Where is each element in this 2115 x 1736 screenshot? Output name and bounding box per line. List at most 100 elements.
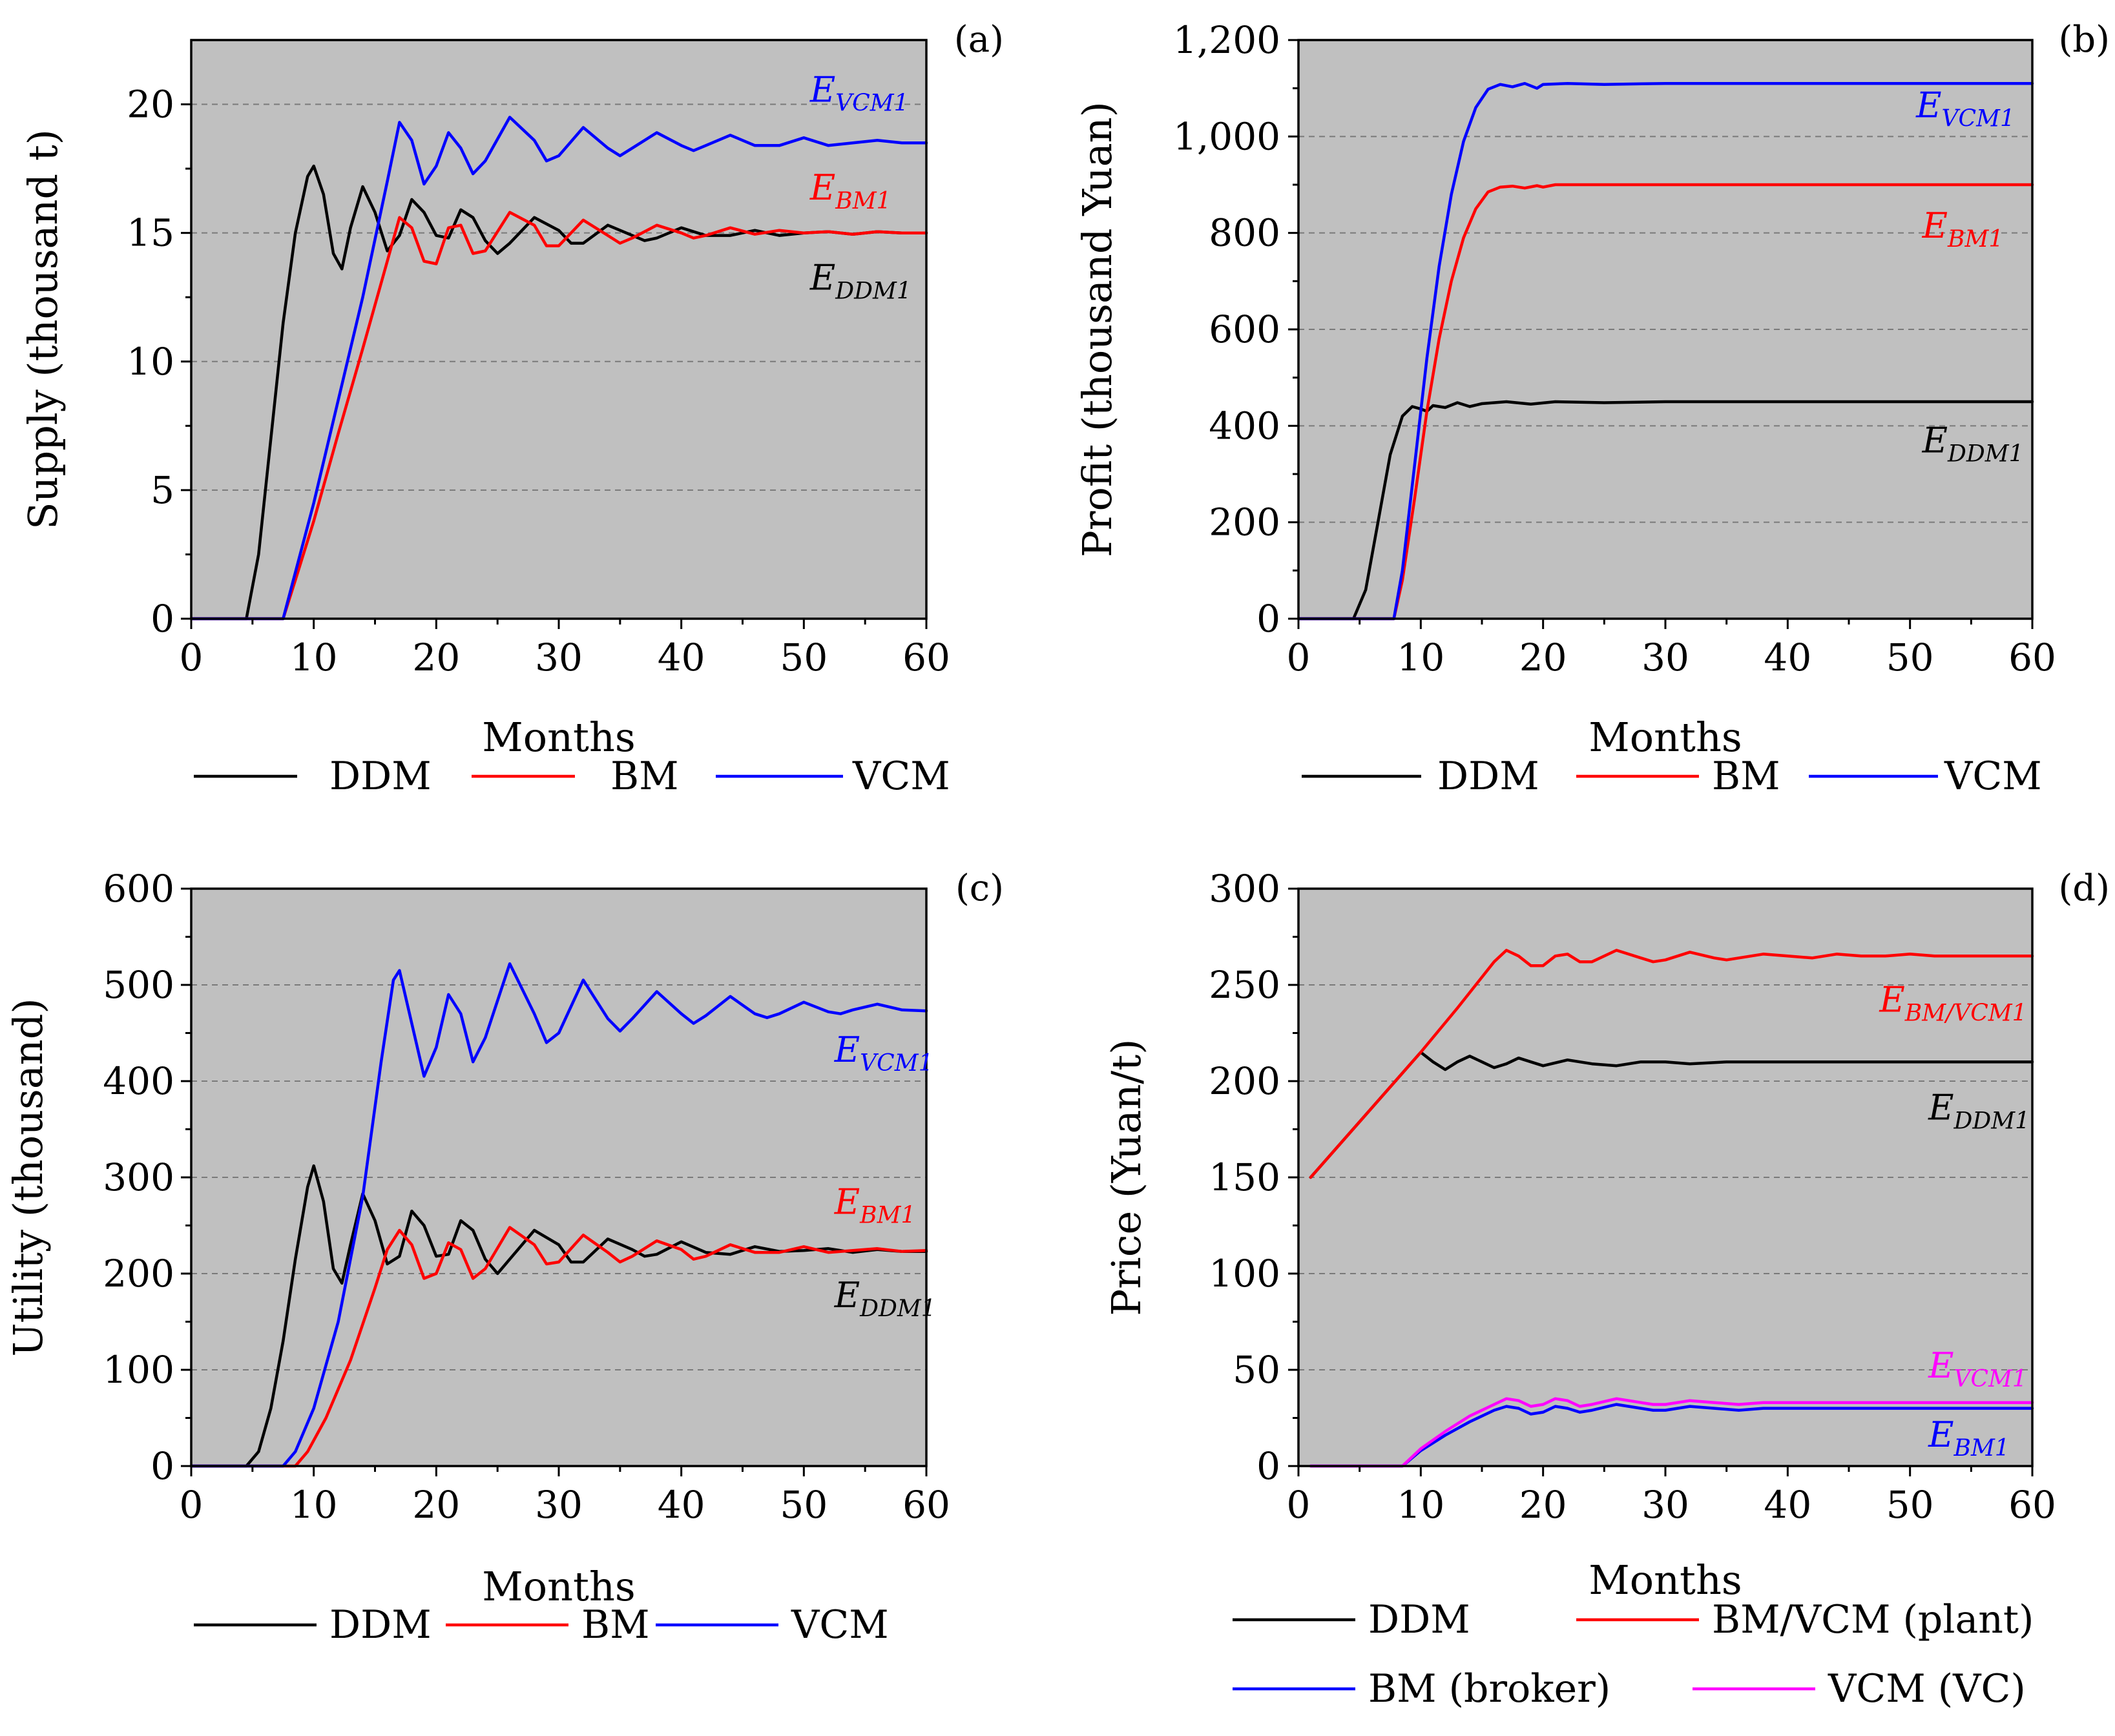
x-tick-label: 60 bbox=[2008, 636, 2056, 679]
y-tick-label: 100 bbox=[103, 1348, 174, 1392]
annotation-subscript: VCM1 bbox=[1954, 1366, 2026, 1392]
annotation-subscript: DDM1 bbox=[859, 1296, 936, 1322]
annotation-subscript: VCM1 bbox=[860, 1050, 933, 1077]
x-tick-label: 60 bbox=[902, 1483, 950, 1527]
annotation-subscript: BM1 bbox=[1947, 226, 2003, 253]
x-axis-label: Months bbox=[482, 1563, 635, 1610]
x-tick-label: 30 bbox=[1641, 1483, 1689, 1527]
y-tick-label: 800 bbox=[1209, 211, 1280, 255]
x-tick-label: 30 bbox=[535, 636, 583, 679]
x-tick-label: 20 bbox=[412, 1483, 460, 1527]
y-tick-label: 400 bbox=[1209, 404, 1280, 448]
y-tick-label: 200 bbox=[1209, 1059, 1280, 1103]
x-tick-label: 40 bbox=[658, 1483, 705, 1527]
x-tick-label: 50 bbox=[780, 636, 828, 679]
y-axis-label: Utility (thousand) bbox=[5, 998, 52, 1356]
y-tick-label: 15 bbox=[127, 211, 174, 255]
panel-label: (a) bbox=[954, 19, 1004, 61]
y-tick-label: 500 bbox=[103, 963, 174, 1007]
series-line-bm bbox=[189, 211, 928, 621]
series-line-bm-broker- bbox=[1309, 1403, 2034, 1468]
x-axis-label: Months bbox=[1589, 714, 1742, 761]
chart-panel-0: 0 10 20 30 40 50 60 0 5 10 15 20 (a) Months Supply (th… bbox=[19, 19, 1004, 799]
legend-label: DDM bbox=[329, 754, 432, 799]
panel-label: (c) bbox=[955, 867, 1004, 909]
x-axis-label: Months bbox=[1589, 1556, 1742, 1604]
legend-label: BM/VCM (plant) bbox=[1712, 1597, 2034, 1642]
annotation-subscript: DDM1 bbox=[1947, 440, 2024, 467]
x-tick-label: 10 bbox=[1397, 1483, 1444, 1527]
annotation-base: E bbox=[809, 257, 835, 298]
legend-label: VCM bbox=[852, 754, 950, 799]
equilibrium-annotation: EBM1 bbox=[834, 1182, 916, 1229]
x-tick-label: 0 bbox=[180, 1483, 203, 1527]
equilibrium-annotation: EVCM1 bbox=[809, 70, 909, 117]
x-tick-label: 40 bbox=[658, 636, 705, 679]
annotation-base: E bbox=[1922, 205, 1948, 246]
legend-label: BM (broker) bbox=[1368, 1666, 1610, 1711]
annotation-base: E bbox=[809, 167, 835, 208]
series-line-vcm bbox=[189, 962, 928, 1468]
annotation-base: E bbox=[1928, 1088, 1954, 1128]
x-tick-label: 60 bbox=[902, 636, 950, 679]
y-tick-label: 400 bbox=[103, 1059, 174, 1103]
x-axis-label: Months bbox=[482, 714, 635, 761]
annotation-base: E bbox=[1879, 980, 1904, 1020]
annotation-subscript: BM1 bbox=[1953, 1435, 2009, 1462]
annotation-base: E bbox=[1922, 420, 1948, 460]
y-tick-label: 600 bbox=[1209, 307, 1280, 351]
y-tick-label: 20 bbox=[127, 83, 174, 127]
series-line-ddm bbox=[1297, 400, 2034, 621]
legend-label: BM bbox=[1712, 754, 1780, 799]
y-axis-label: Price (Yuan/t) bbox=[1103, 1039, 1150, 1316]
x-tick-label: 20 bbox=[1519, 636, 1567, 679]
equilibrium-annotation: EVCM1 bbox=[834, 1029, 933, 1077]
equilibrium-annotation: EDDM1 bbox=[1922, 420, 2024, 467]
annotation-subscript: VCM1 bbox=[1942, 105, 2015, 132]
annotation-subscript: BM1 bbox=[835, 188, 891, 214]
y-axis-label: Supply (thousand t) bbox=[19, 129, 67, 530]
y-axis-label: Profit (thousand Yuan) bbox=[1074, 101, 1121, 557]
series-line-ddm bbox=[189, 164, 928, 621]
legend-label: BM bbox=[610, 754, 679, 799]
equilibrium-annotation: EVCM1 bbox=[1915, 85, 2015, 132]
series-line-bm-vcm-plant- bbox=[1309, 949, 2034, 1179]
series-line-bm bbox=[1297, 183, 2034, 621]
y-tick-label: 0 bbox=[1256, 1444, 1280, 1488]
x-tick-label: 10 bbox=[290, 1483, 338, 1527]
series-line-vcm-vc- bbox=[1309, 1397, 2034, 1468]
x-tick-label: 0 bbox=[1287, 636, 1311, 679]
equilibrium-annotation: EVCM1 bbox=[1928, 1345, 2027, 1392]
x-tick-label: 10 bbox=[1397, 636, 1444, 679]
x-tick-label: 10 bbox=[290, 636, 338, 679]
annotation-base: E bbox=[834, 1029, 860, 1070]
equilibrium-annotation: EBM1 bbox=[809, 167, 891, 214]
y-tick-label: 0 bbox=[1256, 597, 1280, 641]
y-tick-label: 150 bbox=[1209, 1155, 1280, 1199]
x-tick-label: 50 bbox=[1886, 1483, 1934, 1527]
x-tick-label: 0 bbox=[1287, 1483, 1311, 1527]
annotation-subscript: DDM1 bbox=[835, 278, 912, 304]
equilibrium-annotation: EDDM1 bbox=[1928, 1088, 2030, 1135]
y-tick-label: 0 bbox=[151, 597, 174, 641]
annotation-base: E bbox=[809, 70, 835, 110]
equilibrium-annotation: EBM1 bbox=[1922, 205, 2004, 253]
y-tick-label: 1,000 bbox=[1173, 114, 1280, 158]
plot-background bbox=[191, 40, 926, 619]
x-tick-label: 50 bbox=[1886, 636, 1934, 679]
x-tick-label: 0 bbox=[180, 636, 203, 679]
y-tick-label: 200 bbox=[103, 1252, 174, 1296]
panel-label: (d) bbox=[2058, 867, 2110, 909]
y-tick-label: 50 bbox=[1233, 1348, 1280, 1392]
legend-label: VCM bbox=[791, 1602, 889, 1648]
annotation-subscript: BM1 bbox=[859, 1203, 915, 1229]
y-tick-label: 300 bbox=[1209, 867, 1280, 911]
y-tick-label: 10 bbox=[127, 340, 174, 384]
x-tick-label: 40 bbox=[1764, 1483, 1811, 1527]
equilibrium-annotation: EDDM1 bbox=[809, 257, 912, 304]
x-tick-label: 50 bbox=[780, 1483, 828, 1527]
equilibrium-annotation: EBM1 bbox=[1928, 1414, 2010, 1462]
y-tick-label: 100 bbox=[1209, 1252, 1280, 1296]
